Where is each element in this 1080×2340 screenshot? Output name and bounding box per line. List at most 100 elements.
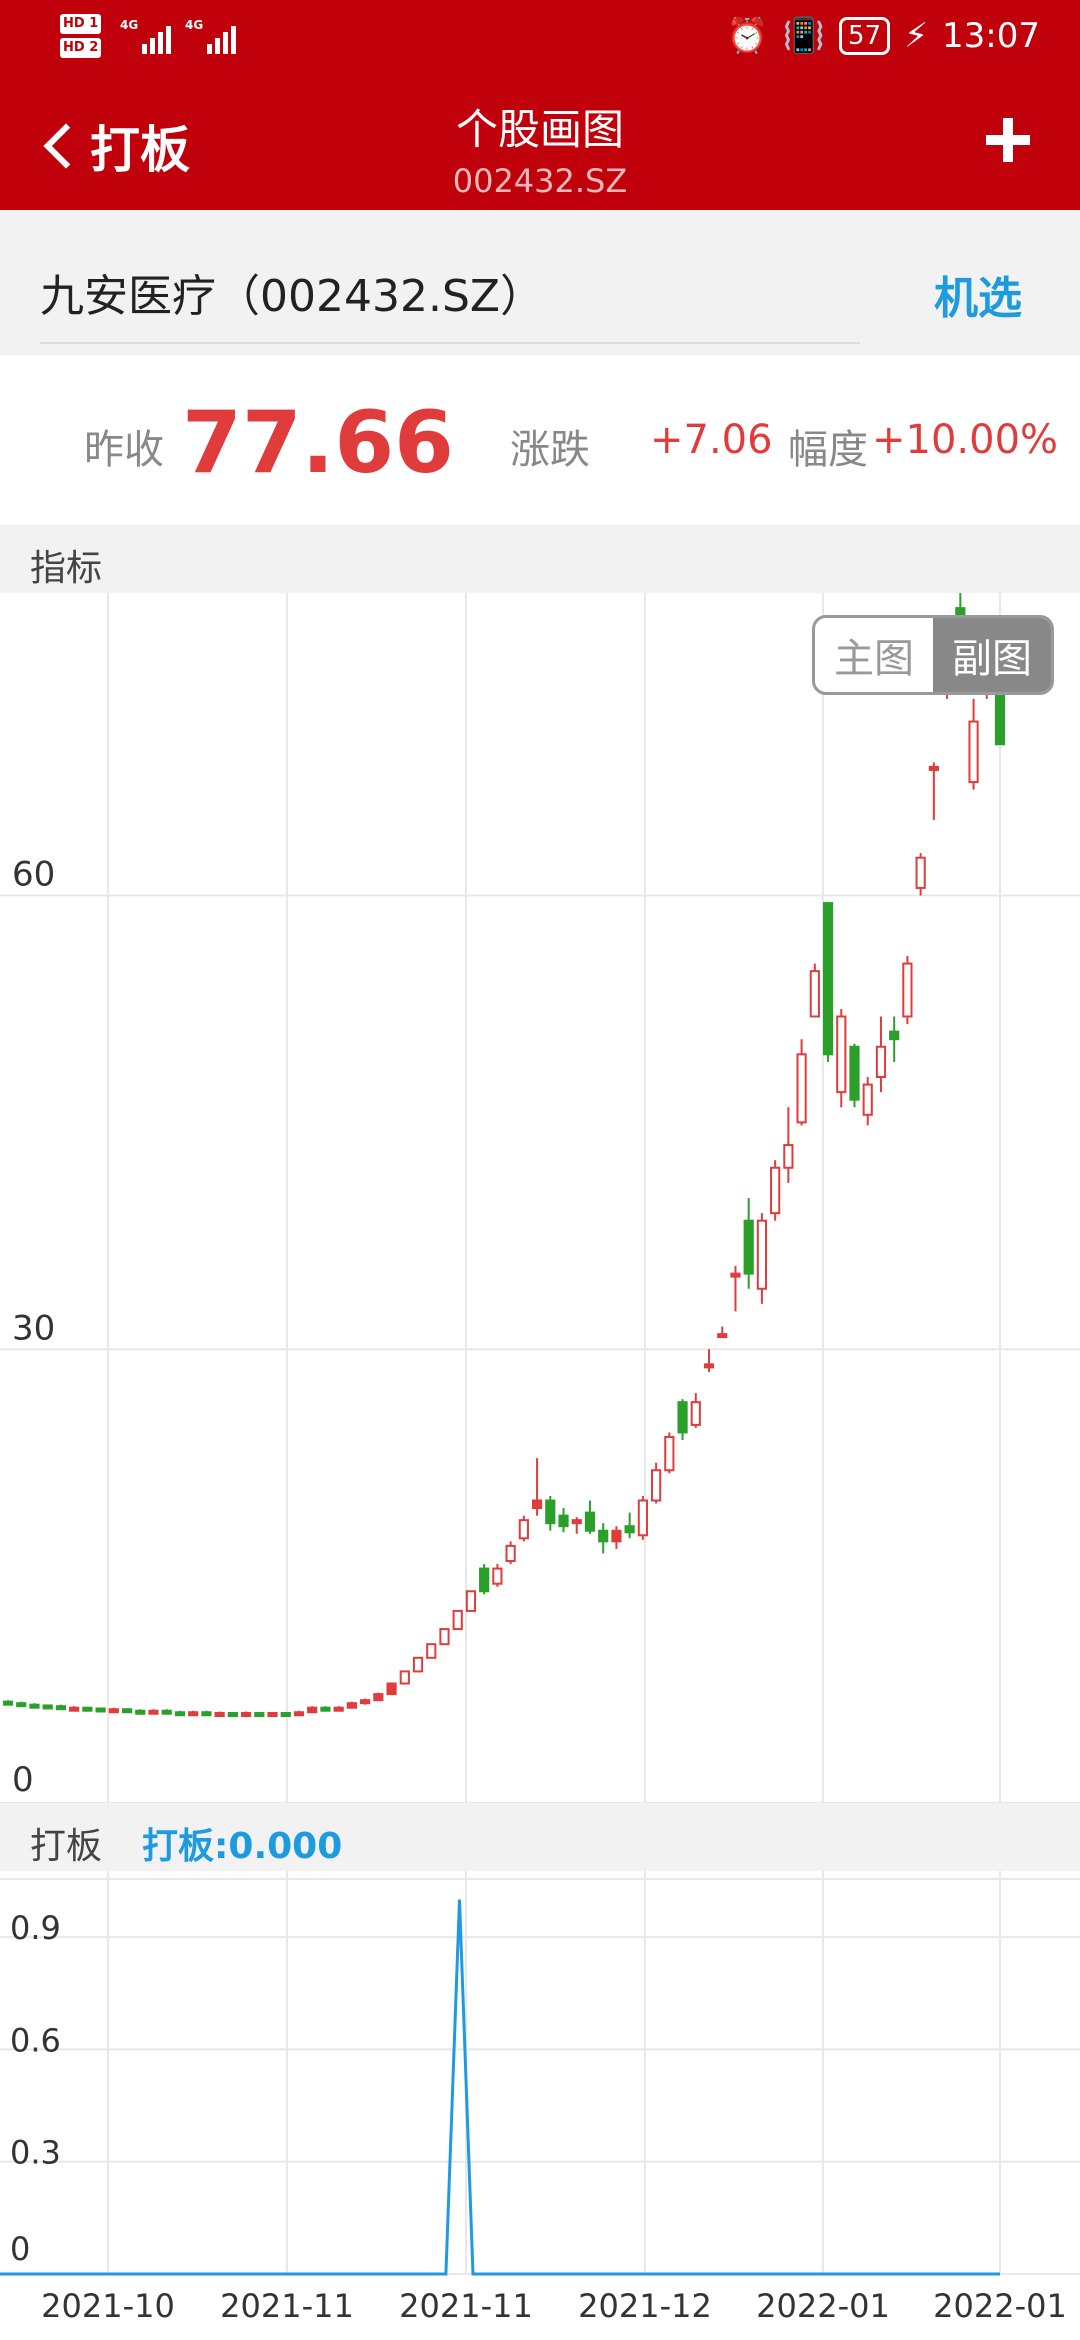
x-axis-tick-label: 2021-10	[41, 2287, 175, 2325]
candle-body	[412, 1656, 424, 1673]
sim1-badge: HD 1	[60, 14, 102, 34]
prev-close-label: 昨收	[84, 427, 164, 473]
candle-body	[148, 1709, 159, 1715]
candle-body	[293, 1711, 305, 1717]
candle-body	[677, 1401, 688, 1434]
price-summary: 昨收 77.66 涨跌 +7.06 幅度 +10.00%	[0, 355, 1080, 525]
candle-body	[783, 1144, 794, 1169]
candle-body	[968, 720, 979, 784]
candle-body	[42, 1704, 53, 1710]
candle-body	[465, 1590, 477, 1612]
chart-toggle[interactable]: 主图 副图	[812, 615, 1054, 695]
candle-body	[875, 1045, 887, 1078]
candle-body	[227, 1712, 238, 1718]
candle-body	[280, 1712, 291, 1718]
page-title: 个股画图	[455, 105, 624, 154]
candle-body	[95, 1707, 106, 1713]
candle-body	[690, 1401, 701, 1426]
candlestick-chart[interactable]: 0 30 60	[0, 593, 1080, 1803]
candle-body	[201, 1711, 212, 1717]
x-axis-tick-label: 2021-11	[220, 2287, 354, 2325]
candle-body	[849, 1045, 860, 1101]
candle-body	[664, 1435, 675, 1472]
x-axis-tick-label: 2022-01	[756, 2287, 890, 2325]
y-axis-tick-label: 0	[10, 2230, 30, 2268]
dban-series-line	[0, 1899, 1000, 2276]
dban-section-header: 打板 打板:0.000	[0, 1803, 1080, 1871]
y-axis-tick-label: 0.6	[10, 2021, 61, 2059]
candle-body	[796, 1053, 807, 1124]
candle-body	[108, 1708, 119, 1714]
signal-icon: 4G	[120, 18, 171, 54]
y-axis-tick-label: 0.9	[10, 1909, 61, 1947]
stock-name-field[interactable]: 九安医疗（002432.SZ）	[40, 260, 860, 344]
candle-body	[915, 856, 926, 889]
candle-body	[2, 1700, 14, 1706]
alarm-icon: ⏰	[726, 16, 769, 56]
sim2-badge: HD 2	[60, 38, 102, 58]
candle-body	[29, 1703, 40, 1709]
dban-value: 打板:0.000	[142, 1826, 343, 1867]
candle-body	[902, 962, 913, 1018]
candle-body	[545, 1499, 556, 1525]
sub-chart-tab[interactable]: 副图	[933, 618, 1051, 692]
candle-body	[611, 1529, 622, 1543]
charging-icon: ⚡	[904, 16, 929, 56]
main-chart-tab[interactable]: 主图	[834, 636, 914, 682]
status-right: ⏰ 📳 57 ⚡ 13:07	[726, 16, 1040, 56]
y-axis-tick-label: 60	[12, 855, 55, 895]
battery-indicator: 57	[839, 17, 891, 55]
candle-body	[399, 1670, 410, 1685]
candle-body	[307, 1706, 318, 1714]
x-axis-tick-label: 2021-12	[578, 2287, 712, 2325]
dban-line-chart[interactable]: 0 0.3 0.6 0.9 2021-10 2021-11 2021-11 2021-12 20…	[0, 1871, 1080, 2340]
candle-body	[836, 1015, 847, 1094]
back-button[interactable]: 打板	[40, 110, 190, 182]
candle-body	[598, 1529, 609, 1543]
page-subtitle: 002432.SZ	[452, 162, 628, 200]
pct-label: 幅度	[788, 427, 868, 473]
candle-body	[928, 765, 939, 771]
candle-body	[360, 1699, 371, 1705]
y-axis-tick-label: 0	[12, 1760, 34, 1800]
random-pick-button[interactable]: 机选	[934, 273, 1022, 324]
candle-body	[756, 1219, 768, 1290]
candle-body	[135, 1709, 146, 1715]
indicator-section-header: 指标	[0, 525, 1080, 593]
x-axis-tick-label: 2021-11	[399, 2287, 533, 2325]
candle-body	[439, 1628, 450, 1646]
y-axis-tick-label: 30	[12, 1308, 55, 1348]
signal-icon: 4G	[185, 18, 236, 54]
candle-body	[426, 1643, 437, 1659]
candle-body	[320, 1706, 331, 1712]
candle-body	[386, 1682, 397, 1696]
candle-body	[254, 1712, 265, 1718]
candle-body	[55, 1705, 67, 1711]
candle-body	[809, 970, 820, 1018]
stock-selector: 九安医疗（002432.SZ） 机选	[0, 210, 1080, 355]
candle-body	[518, 1519, 529, 1540]
candle-body	[624, 1525, 635, 1534]
y-axis-tick-label: 0.3	[10, 2134, 61, 2172]
candle-body	[531, 1499, 543, 1510]
candle-body	[651, 1469, 662, 1502]
x-axis-tick-label: 2022-01	[933, 2287, 1067, 2325]
candle-body	[373, 1693, 384, 1702]
candle-body	[571, 1519, 582, 1525]
candle-body	[717, 1333, 728, 1339]
candle-body	[214, 1712, 225, 1718]
candle-body	[730, 1272, 741, 1278]
candle-body	[862, 1083, 873, 1116]
change-value: +7.06	[650, 417, 773, 463]
add-icon[interactable]	[986, 118, 1030, 162]
candle-body	[267, 1712, 278, 1718]
candle-body	[333, 1706, 344, 1712]
pct-value: +10.00%	[872, 417, 1059, 463]
candle-body	[16, 1702, 27, 1708]
candle-body	[240, 1712, 252, 1718]
candle-body	[479, 1567, 490, 1593]
sim-indicators: HD 1 HD 2	[60, 14, 102, 58]
candle-body	[505, 1544, 516, 1562]
candle-body	[584, 1511, 596, 1532]
change-label: 涨跌	[510, 427, 590, 473]
